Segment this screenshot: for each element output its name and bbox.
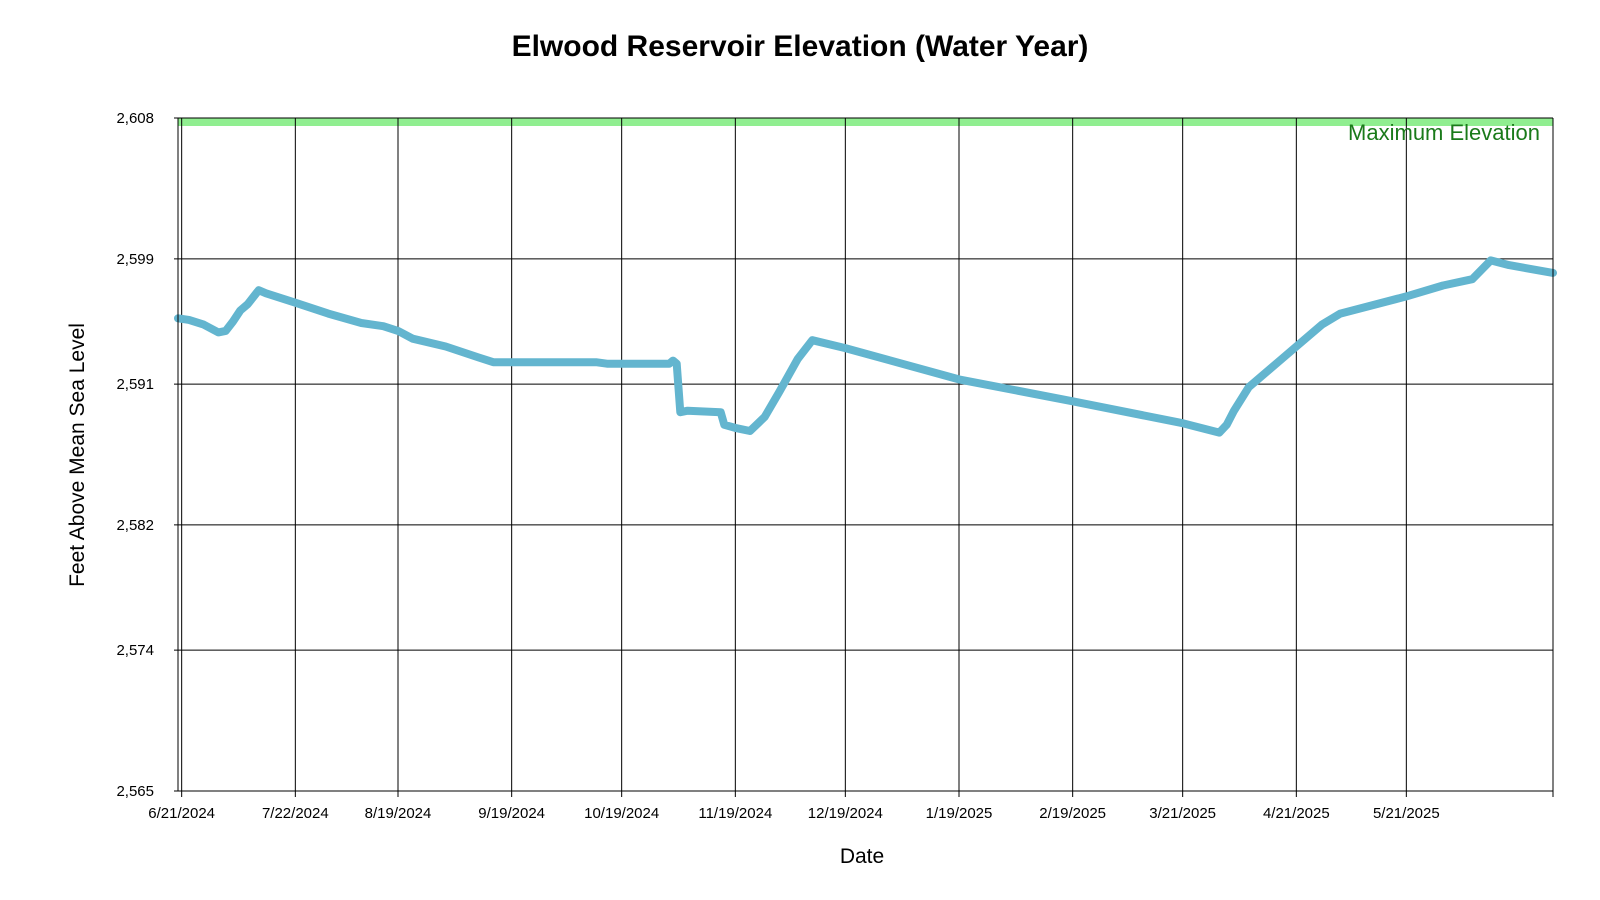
x-tick-label: 11/19/2024 [698, 805, 772, 822]
series-layer [174, 256, 1557, 437]
tick-labels: 2,565 2,574 2,582 2,591 2,599 2,608 6/21/2024 7… [116, 110, 1439, 822]
x-axis-label: Date [840, 845, 884, 868]
y-tick-label: 2,574 [116, 642, 154, 659]
x-tick-label: 2/19/2025 [1039, 805, 1106, 822]
x-tick-label: 9/19/2024 [478, 805, 545, 822]
y-axis-label: Feet Above Mean Sea Level [66, 323, 89, 587]
x-tick-label: 8/19/2024 [365, 805, 432, 822]
x-tick-label: 6/21/2024 [148, 805, 215, 822]
y-tick-label: 2,591 [116, 376, 154, 393]
x-tick-label: 10/19/2024 [584, 805, 659, 822]
chart-title: Elwood Reservoir Elevation (Water Year) [511, 30, 1089, 63]
x-tick-label: 12/19/2024 [808, 805, 883, 822]
grid-lines [174, 117, 1553, 797]
y-tick-label: 2,565 [116, 783, 154, 800]
x-tick-label: 7/22/2024 [262, 805, 329, 822]
maximum-elevation-label: Maximum Elevation [1348, 120, 1540, 145]
y-tick-label: 2,582 [116, 517, 154, 534]
maximum-elevation-band [178, 118, 1553, 126]
y-tick-label: 2,599 [116, 251, 154, 268]
axes [177, 117, 1554, 797]
x-tick-label: 1/19/2025 [926, 805, 993, 822]
elevation-series-line [174, 256, 1557, 437]
x-tick-label: 4/21/2025 [1263, 805, 1330, 822]
x-tick-label: 3/21/2025 [1149, 805, 1216, 822]
y-tick-label: 2,608 [116, 110, 154, 127]
maximum-elevation-layer [178, 118, 1553, 126]
x-tick-label: 5/21/2025 [1373, 805, 1440, 822]
